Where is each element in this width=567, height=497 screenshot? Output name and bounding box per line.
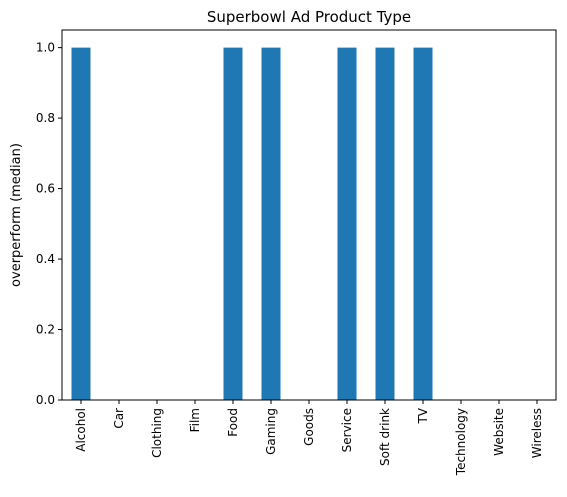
x-axis-ticks: Alcohol Car Clothing Film Food Gaming Goods Ser… — [74, 400, 544, 476]
x-tick-label: Food — [226, 408, 240, 437]
bar-food — [223, 47, 243, 400]
bar-service — [337, 47, 357, 400]
x-tick-label: Wireless — [530, 408, 544, 458]
y-axis-ticks: 0.0 0.2 0.4 0.6 0.8 1.0 — [36, 41, 62, 407]
plot-frame — [61, 29, 557, 401]
x-tick-label: Soft drink — [378, 408, 392, 466]
x-tick-label: TV — [416, 407, 430, 424]
x-tick-label: Website — [492, 408, 506, 456]
x-tick-label: Film — [188, 408, 202, 432]
y-tick-label: 1.0 — [36, 41, 55, 55]
bar-gaming — [261, 47, 281, 400]
y-tick-label: 0.8 — [36, 111, 55, 125]
bar-tv — [413, 47, 433, 400]
x-tick-label: Service — [340, 408, 354, 452]
x-tick-label: Clothing — [150, 408, 164, 458]
x-tick-label: Gaming — [264, 408, 278, 455]
y-tick-label: 0.2 — [36, 323, 55, 337]
y-axis-label: overperform (median) — [9, 143, 24, 287]
y-tick-label: 0.4 — [36, 252, 55, 266]
x-tick-label: Alcohol — [74, 408, 88, 452]
bar-soft-drink — [375, 47, 395, 400]
y-tick-label: 0.6 — [36, 182, 55, 196]
x-tick-label: Technology — [454, 408, 468, 476]
x-tick-label: Goods — [302, 408, 316, 446]
bars-group — [71, 47, 433, 400]
chart-title: Superbowl Ad Product Type — [207, 8, 411, 26]
bar-alcohol — [71, 47, 91, 400]
y-tick-label: 0.0 — [36, 393, 55, 407]
x-tick-label: Car — [112, 408, 126, 429]
